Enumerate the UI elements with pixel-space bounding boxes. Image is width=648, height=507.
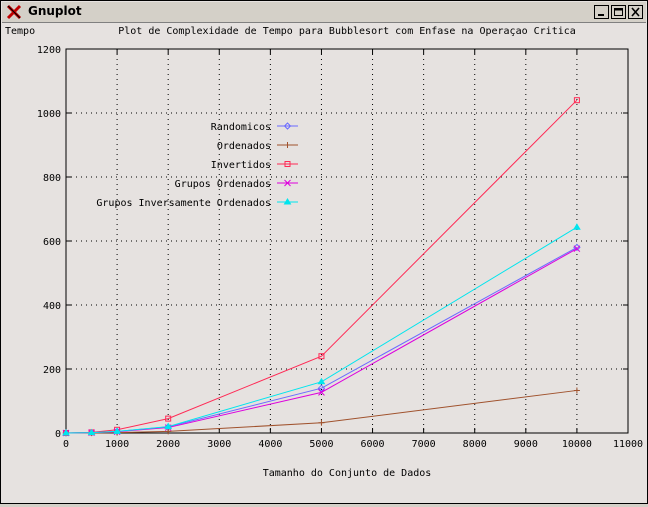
series-5 (62, 223, 581, 436)
minimize-icon (598, 14, 604, 16)
plot-area: Tempo Plot de Complexidade de Tempo para… (2, 23, 646, 503)
legend-entry: Invertidos (211, 160, 298, 171)
maximize-icon (614, 8, 623, 16)
data-point (573, 223, 581, 230)
plot-frame (65, 48, 629, 434)
data-point (317, 377, 326, 385)
maximize-button[interactable] (611, 5, 626, 19)
x-tick-label: 0 (63, 439, 69, 450)
series-line (65, 226, 578, 434)
data-point (165, 415, 172, 422)
chart-title: Plot de Complexidade de Tempo para Bubbl… (118, 26, 576, 37)
data-point (573, 245, 581, 253)
series-line (65, 246, 578, 434)
legend-marker (283, 122, 292, 130)
x-tick-label: 5000 (309, 439, 333, 450)
y-tick-label: 800 (43, 173, 61, 184)
legend-entry: Grupos Ordenados (175, 179, 298, 190)
y-tick-label: 0 (55, 429, 61, 440)
legend-label: Grupos Ordenados (175, 179, 271, 190)
close-button[interactable] (628, 5, 643, 19)
data-point (318, 419, 325, 426)
y-tick-label: 1200 (37, 45, 61, 56)
window-title: Gnuplot (28, 4, 82, 18)
legend-entry: Grupos Inversamente Ordenados (96, 198, 298, 209)
x-tick-label: 8000 (463, 439, 487, 450)
x-tick-label: 4000 (258, 439, 282, 450)
data-point (573, 387, 580, 394)
data-point (317, 384, 326, 392)
legend-marker (284, 161, 291, 167)
x-app-icon (6, 4, 22, 20)
data-point (87, 428, 96, 436)
y-tick-label: 400 (43, 301, 61, 312)
legend-label: Grupos Inversamente Ordenados (96, 198, 271, 209)
data-point (113, 427, 121, 434)
legend-entry: Ordenados (217, 141, 298, 152)
data-point (318, 353, 325, 360)
data-point (318, 389, 325, 396)
close-icon (631, 7, 640, 17)
data-point (165, 428, 172, 435)
x-tick-label: 7000 (412, 439, 436, 450)
series-1 (62, 243, 581, 437)
x-tick-label: 9000 (514, 439, 538, 450)
x-tick-label: 2000 (156, 439, 180, 450)
chart-canvas: Tempo Plot de Complexidade de Tempo para… (5, 26, 643, 479)
x-tick-label: 6000 (360, 439, 384, 450)
legend-marker (284, 179, 291, 187)
x-tick-label: 10000 (562, 439, 592, 450)
title-bar[interactable]: Gnuplot (2, 2, 646, 23)
data-point (164, 422, 173, 430)
legend-label: Randomicos (211, 122, 271, 133)
legend-label: Ordenados (217, 141, 271, 152)
minimize-button[interactable] (594, 5, 609, 19)
x-axis-label: Tamanho do Conjunto de Dados (263, 468, 432, 479)
x-tick-label: 11000 (613, 439, 643, 450)
y-tick-label: 200 (43, 365, 61, 376)
series-line (65, 248, 578, 434)
y-tick-label: 600 (43, 237, 61, 248)
x-tick-label: 3000 (207, 439, 231, 450)
data-point (573, 97, 580, 104)
y-tick-label: 1000 (37, 109, 61, 120)
legend-marker (283, 198, 292, 205)
y-axis-label: Tempo (5, 26, 35, 37)
data-point (62, 429, 70, 436)
series-line (66, 389, 577, 434)
legend-marker (284, 142, 291, 148)
legend-entry: Randomicos (211, 122, 298, 133)
x-tick-label: 1000 (105, 439, 129, 450)
legend-label: Invertidos (211, 160, 271, 171)
